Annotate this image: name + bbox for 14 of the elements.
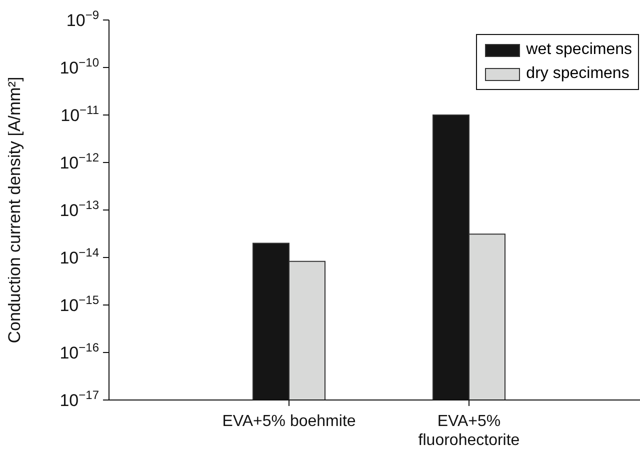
y-tick-label: 10$^{−14}$ [60,246,100,268]
x-tick-label: EVA+5% boehmite [222,413,356,430]
y-tick-label: 10$^{−17}$ [60,388,100,410]
y-tick-label: 10$^{−9}$ [66,8,100,30]
y-axis-title: Conduction current density [A/mm²] [5,76,24,344]
legend-label: wet specimens [526,40,632,60]
y-tick-label: 10$^{−15}$ [60,293,100,315]
y-tick-label: 10$^{−16}$ [60,340,100,362]
y-tick-label: 10$^{−13}$ [60,198,100,220]
legend-label: dry specimens [526,64,630,84]
y-tick-label: 10$^{−12}$ [60,150,100,172]
y-tick-label: 10$^{−11}$ [60,103,100,125]
x-tick-label: EVA+5% fluorohectorite [418,413,520,449]
y-tick-label: 10$^{−10}$ [60,56,100,78]
